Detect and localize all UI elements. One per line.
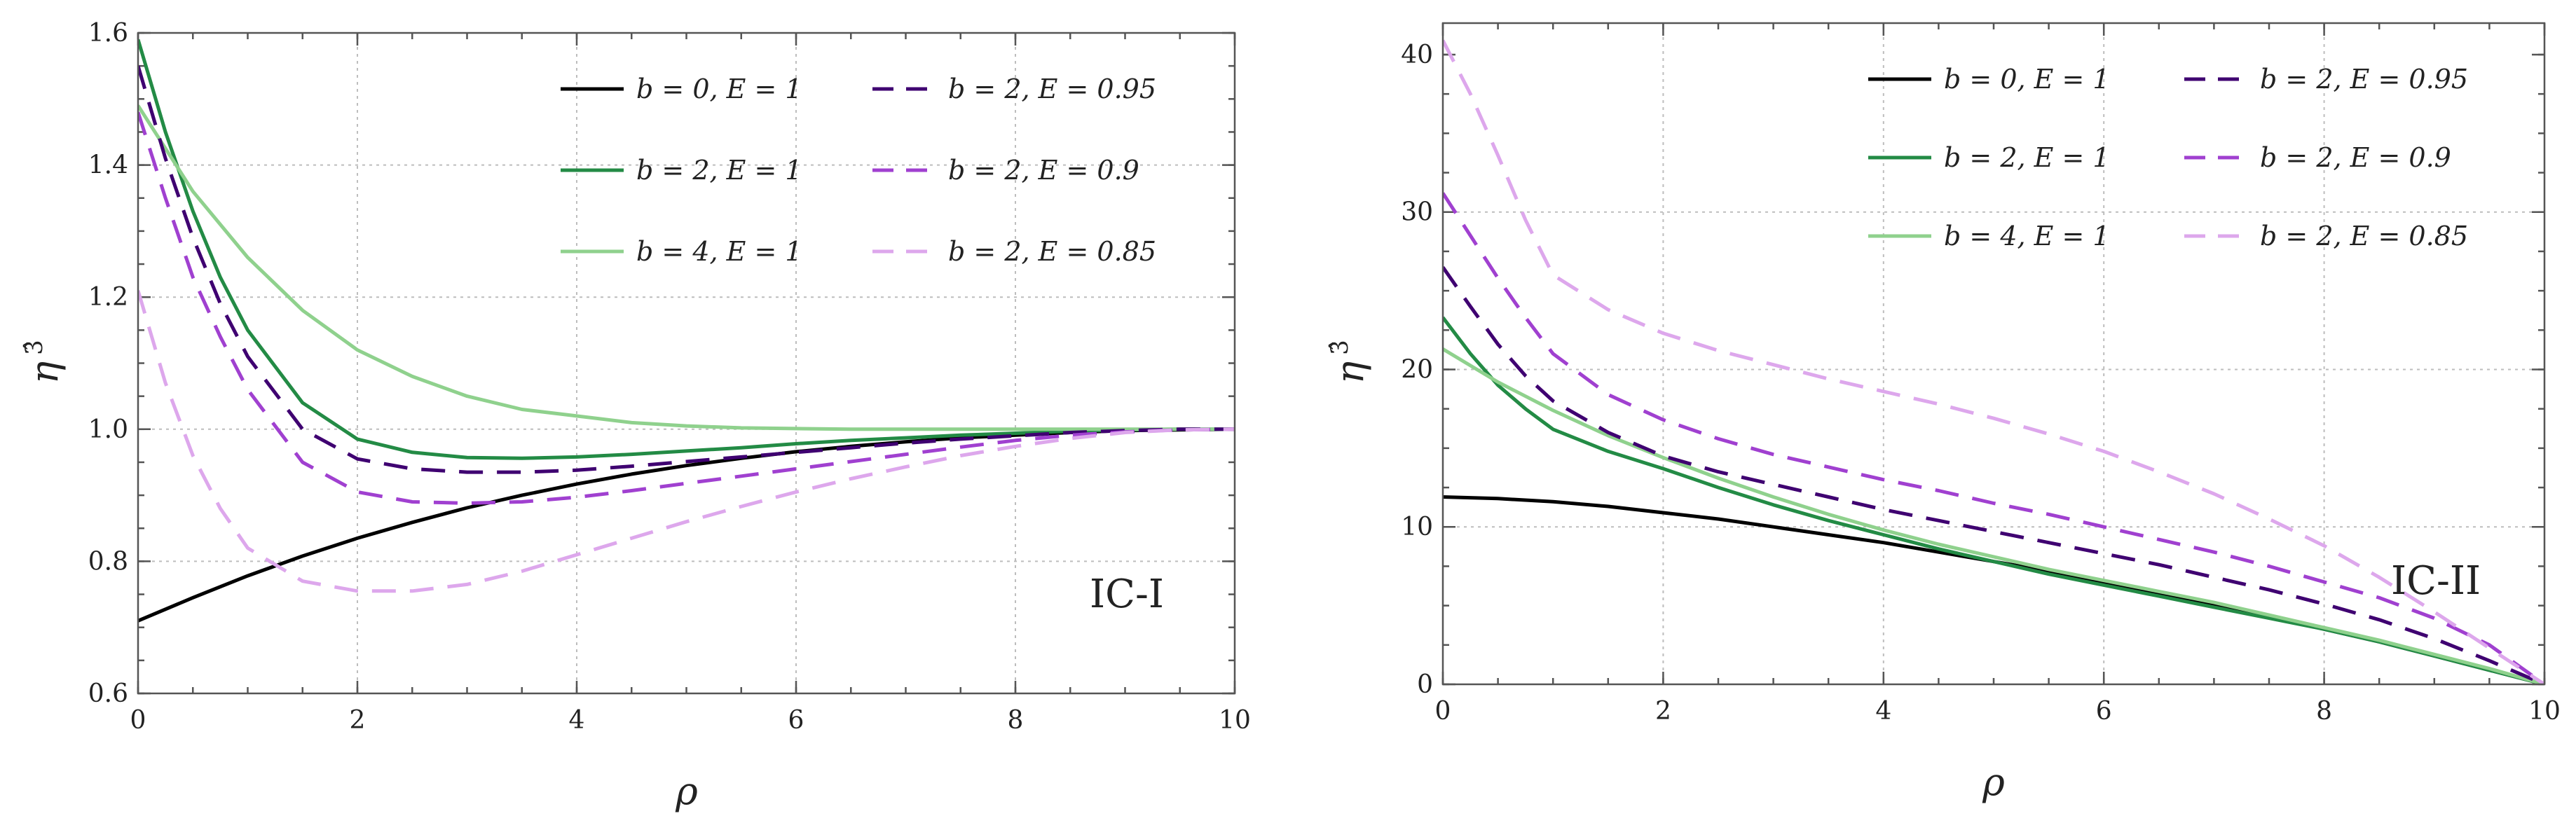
y-axis-label: η 3̂ [20,340,67,384]
y-tick-label: 1.6 [88,19,128,48]
x-tick-label: 8 [2316,697,2332,726]
series-line [1443,265,2544,684]
series-group [138,39,1235,623]
panel-annotation: IC-I [1090,572,1164,617]
panel-annotation: IC-II [2391,558,2481,604]
series-line [138,65,1235,474]
plot-frame [1441,22,2546,686]
y-axis-label-base: η [22,361,67,384]
y-tick-label: 20 [1401,355,1433,384]
y-tick-label: 0.6 [88,679,128,708]
series-line [138,111,1235,505]
x-tick-label: 10 [1219,706,1251,735]
legend-label: b = 2, E = 0.9 [948,155,1139,186]
y-tick-label: 1.4 [88,151,128,180]
y-axis-label: η 3̂ [1326,340,1372,384]
y-tick-label: 0.8 [88,547,128,576]
series-line [1443,347,2544,684]
x-tick-label: 4 [1875,697,1891,726]
legend-label: b = 4, E = 1 [636,236,802,267]
x-tick-label: 2 [1655,697,1671,726]
y-axis-label-superscript: 3̂ [1326,340,1354,355]
legend-label: b = 0, E = 1 [1944,64,2110,95]
series-line [138,290,1235,593]
y-tick-label: 10 [1401,513,1433,541]
x-tick-label: 6 [788,706,804,735]
legend-label: b = 2, E = 0.9 [2260,142,2451,173]
legend-label: b = 2, E = 0.85 [948,236,1156,267]
plot-frame [137,32,1236,695]
legend: b = 0, E = 1 b = 2, E = 1 b = 4, E = 1 b = … [561,74,1156,267]
legend: b = 0, E = 1 b = 2, E = 1 b = 4, E = 1 b = … [1868,64,2468,251]
y-axis-label-base: η [1328,361,1372,384]
x-tick-label: 10 [2528,697,2561,726]
series-line [1443,39,2544,684]
legend-label: b = 2, E = 0.85 [2260,221,2468,251]
x-tick-label: 2 [350,706,366,735]
x-axis-label: ρ [1982,760,2005,804]
series-line [1443,192,2544,684]
y-tick-label: 30 [1401,198,1433,227]
legend-label: b = 2, E = 0.95 [948,74,1156,104]
legend-label: b = 2, E = 0.95 [2260,64,2468,95]
legend-label: b = 2, E = 1 [636,155,802,186]
x-tick-label: 8 [1008,706,1024,735]
x-tick-label: 0 [1435,697,1451,726]
legend-label: b = 2, E = 1 [1944,142,2110,173]
series-group [1443,39,2544,684]
chart-1: 0 2 4 6 8 10 0.6 0.8 1.0 1.2 1.4 1.6 ρ η 3̂ b = 0, E = … [20,19,1251,813]
y-tick-label: 40 [1401,41,1433,69]
x-tick-label: 0 [130,706,146,735]
y-axis-label-superscript: 3̂ [20,340,48,355]
y-tick-label: 1.2 [88,283,128,312]
chart-2: 0 2 4 6 8 10 0 10 20 30 40 ρ η 3̂ b = 0, E = 1 b = 2, E… [1326,22,2561,804]
legend-label: b = 0, E = 1 [636,74,802,104]
series-line [138,104,1235,431]
y-tick-label: 1.0 [88,415,128,444]
legend-label: b = 4, E = 1 [1944,221,2110,251]
series-line [138,39,1235,460]
y-tick-label: 0 [1417,670,1433,699]
x-tick-label: 4 [569,706,585,735]
x-tick-label: 6 [2096,697,2112,726]
x-axis-label: ρ [675,769,698,813]
